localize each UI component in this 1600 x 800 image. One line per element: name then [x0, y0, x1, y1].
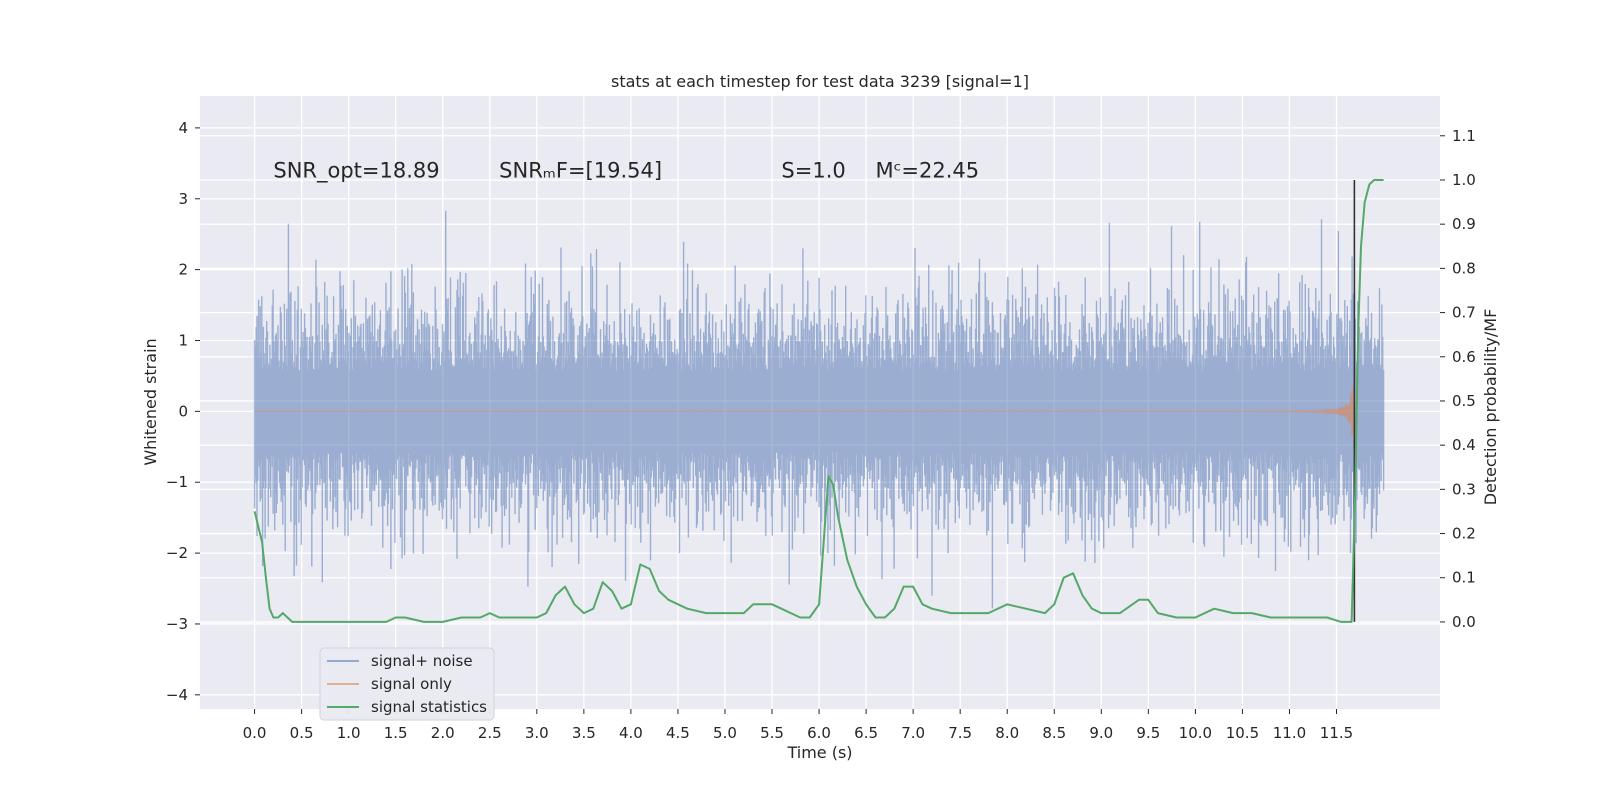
- y-tick-label-right: 0.6: [1452, 348, 1476, 366]
- x-tick-label: 1.5: [384, 724, 408, 742]
- y-axis-label-right: Detection probability/MF: [1481, 309, 1500, 506]
- x-tick-label: 3.0: [525, 724, 549, 742]
- x-tick-label: 0.0: [243, 724, 267, 742]
- y-tick-label-right: 0.0: [1452, 613, 1476, 631]
- chart-title: stats at each timestep for test data 323…: [611, 72, 1029, 91]
- series-signal-noise-line: [253, 210, 1385, 609]
- x-tick-label: 9.5: [1136, 724, 1160, 742]
- y-tick-label-right: 0.7: [1452, 304, 1476, 322]
- x-tick-label: 8.0: [995, 724, 1019, 742]
- legend: signal+ noise signal only signal statist…: [319, 647, 495, 721]
- y-tick-label-right: 0.3: [1452, 480, 1476, 498]
- y-tick-label-left: 4: [178, 119, 188, 137]
- annotation-s-value: S=1.0: [781, 158, 845, 182]
- y-tick-label-left: 0: [178, 402, 188, 420]
- y-tick-label-left: 3: [178, 190, 188, 208]
- y-tick-label-left: −4: [166, 686, 188, 704]
- x-tick-label: 7.5: [948, 724, 972, 742]
- x-tick-label: 11.0: [1273, 724, 1306, 742]
- x-tick-label: 2.0: [431, 724, 455, 742]
- legend-box: [319, 647, 495, 721]
- y-tick-label-right: 0.2: [1452, 525, 1476, 543]
- y-tick-label-right: 0.4: [1452, 436, 1476, 454]
- x-axis-label: Time (s): [786, 743, 852, 762]
- annotations: SNR_opt=18.89 SNRₘF=[19.54] S=1.0 Mᶜ=22.45: [273, 158, 979, 183]
- legend-label-signal-noise: signal+ noise: [371, 652, 473, 670]
- y-tick-label-right: 1.0: [1452, 171, 1476, 189]
- x-tick-label: 9.0: [1089, 724, 1113, 742]
- x-tick-label: 10.5: [1226, 724, 1259, 742]
- series-signal-statistics-line: [253, 179, 1384, 623]
- annotation-snr-mf: SNRₘF=[19.54]: [499, 158, 662, 182]
- y-tick-label-left: 1: [178, 331, 188, 349]
- annotation-mc-value: Mᶜ=22.45: [876, 158, 980, 182]
- data-layer: [253, 179, 1385, 623]
- y-tick-label-right: 0.1: [1452, 569, 1476, 587]
- x-tick-label: 10.0: [1179, 724, 1212, 742]
- y-tick-label-right: 0.5: [1452, 392, 1476, 410]
- series-signal-only-line: [254, 336, 1356, 530]
- x-tick-label: 5.0: [713, 724, 737, 742]
- x-tick-label: 6.5: [854, 724, 878, 742]
- x-tick-label: 4.0: [619, 724, 643, 742]
- y-tick-label-left: −1: [166, 473, 188, 491]
- x-tick-label: 2.5: [478, 724, 502, 742]
- y-axis-label-left: Whitened strain: [141, 338, 160, 465]
- x-tick-label: 11.5: [1320, 724, 1353, 742]
- x-tick-label: 8.5: [1042, 724, 1066, 742]
- x-tick-label: 7.0: [901, 724, 925, 742]
- x-tick-label: 3.5: [572, 724, 596, 742]
- x-tick-label: 5.5: [760, 724, 784, 742]
- x-tick-label: 1.0: [337, 724, 361, 742]
- annotation-snr-opt: SNR_opt=18.89: [273, 158, 439, 183]
- y-tick-label-right: 0.8: [1452, 259, 1476, 277]
- y-tick-label-left: −2: [166, 544, 188, 562]
- y-tick-label-left: −3: [166, 615, 188, 633]
- x-tick-label: 6.0: [807, 724, 831, 742]
- y-tick-label-right: 1.1: [1452, 127, 1476, 145]
- x-tick-label: 0.5: [290, 724, 314, 742]
- legend-label-signal-only: signal only: [371, 675, 452, 693]
- x-tick-label: 4.5: [666, 724, 690, 742]
- y-tick-label-left: 2: [178, 261, 188, 279]
- y-tick-label-right: 0.9: [1452, 215, 1476, 233]
- tick-labels: 0.0 0.5 1.0 1.5 2.0 2.5 3.0 3.5 4.0 4.5 5.0 5.5 6.0 6…: [166, 119, 1476, 742]
- legend-label-signal-statistics: signal statistics: [371, 698, 487, 716]
